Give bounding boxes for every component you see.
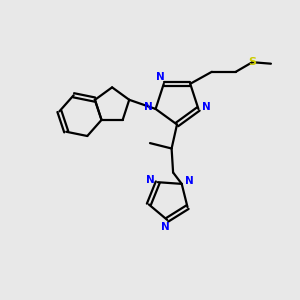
Text: S: S <box>248 57 256 67</box>
Text: N: N <box>185 176 194 187</box>
Text: N: N <box>202 103 210 112</box>
Text: N: N <box>146 175 155 185</box>
Text: N: N <box>156 72 164 82</box>
Text: N: N <box>144 103 153 112</box>
Text: N: N <box>161 222 170 232</box>
